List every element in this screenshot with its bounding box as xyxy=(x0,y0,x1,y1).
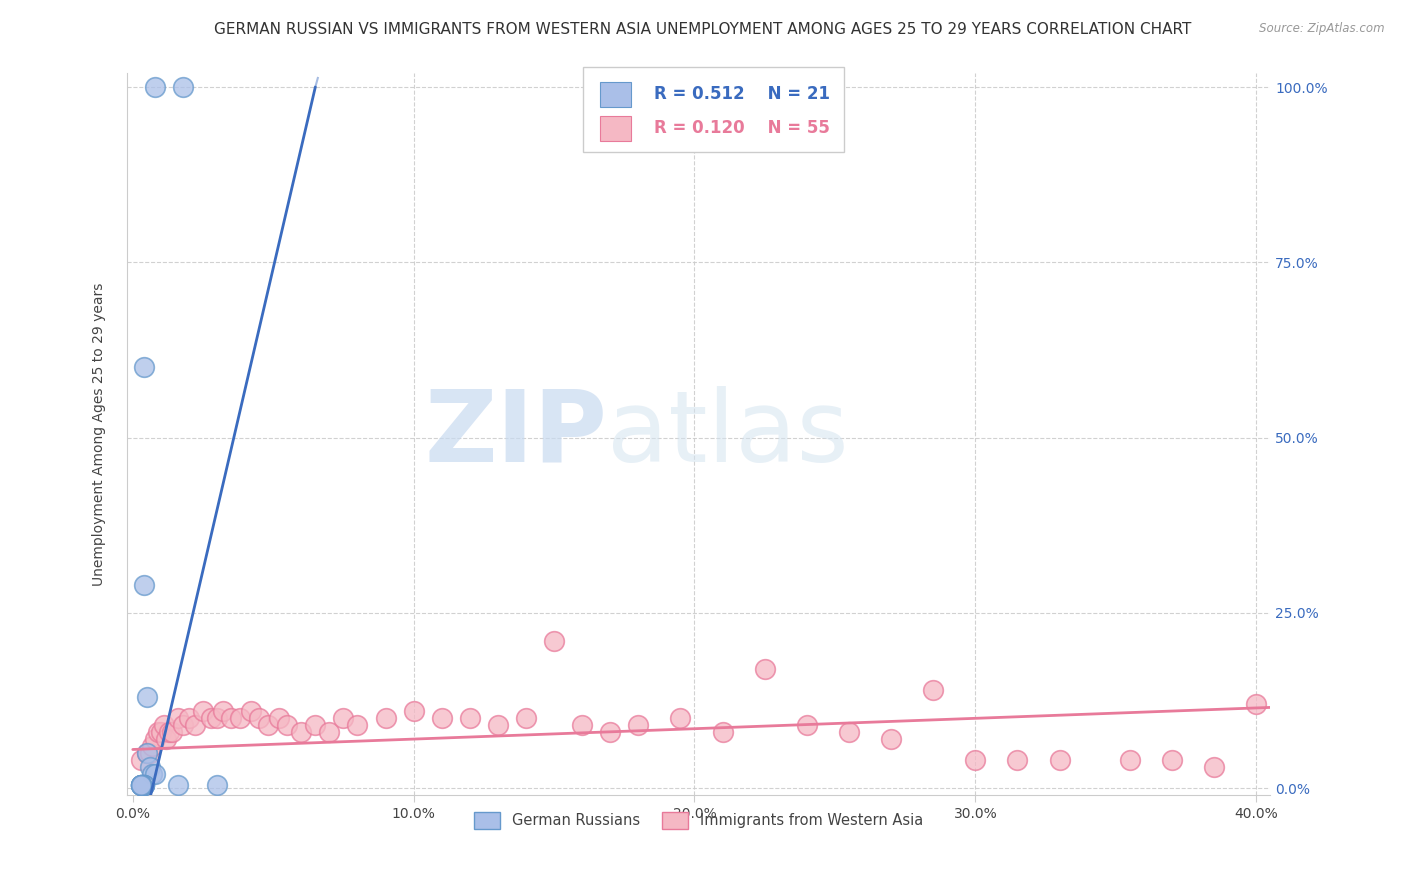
Point xyxy=(290,725,312,739)
Point xyxy=(160,725,183,739)
Point xyxy=(304,718,326,732)
Point xyxy=(211,704,233,718)
Point xyxy=(486,718,509,732)
Point xyxy=(129,778,152,792)
Point xyxy=(1202,760,1225,774)
Point xyxy=(183,718,205,732)
Point xyxy=(754,662,776,676)
Point xyxy=(1007,753,1029,767)
Point xyxy=(132,778,155,792)
Point xyxy=(177,711,200,725)
Point xyxy=(239,704,262,718)
Point xyxy=(132,578,155,592)
Point xyxy=(205,778,228,792)
Point xyxy=(228,711,250,725)
Text: GERMAN RUSSIAN VS IMMIGRANTS FROM WESTERN ASIA UNEMPLOYMENT AMONG AGES 25 TO 29 : GERMAN RUSSIAN VS IMMIGRANTS FROM WESTER… xyxy=(214,22,1192,37)
Point xyxy=(1119,753,1142,767)
Point xyxy=(627,718,650,732)
Text: ZIP: ZIP xyxy=(425,385,607,483)
Point xyxy=(143,767,166,781)
Point xyxy=(143,731,166,746)
Point xyxy=(276,718,298,732)
Point xyxy=(172,718,194,732)
Point xyxy=(880,731,903,746)
Point xyxy=(172,80,194,95)
Point xyxy=(157,725,180,739)
Point xyxy=(129,778,152,792)
Point xyxy=(346,718,368,732)
Point xyxy=(1049,753,1071,767)
Point xyxy=(132,778,155,792)
Point xyxy=(132,778,155,792)
Point xyxy=(155,731,177,746)
Legend: German Russians, Immigrants from Western Asia: German Russians, Immigrants from Western… xyxy=(468,806,929,835)
Point xyxy=(149,725,172,739)
Point xyxy=(402,704,425,718)
Point xyxy=(318,725,340,739)
Point xyxy=(965,753,987,767)
Point xyxy=(146,725,169,739)
Point xyxy=(129,778,152,792)
Point xyxy=(515,711,537,725)
Point xyxy=(838,725,860,739)
Point xyxy=(129,778,152,792)
Point xyxy=(796,718,818,732)
Point xyxy=(458,711,481,725)
Point xyxy=(152,718,174,732)
Point xyxy=(332,711,354,725)
Point xyxy=(129,778,152,792)
Point xyxy=(669,711,692,725)
Point xyxy=(219,711,242,725)
Point xyxy=(129,778,152,792)
Point xyxy=(200,711,222,725)
Point xyxy=(374,711,396,725)
Point xyxy=(138,760,160,774)
Point xyxy=(191,704,214,718)
Point xyxy=(135,746,157,760)
Point xyxy=(135,690,157,704)
Point xyxy=(205,711,228,725)
Point xyxy=(141,767,163,781)
Point xyxy=(1244,697,1267,711)
Text: Source: ZipAtlas.com: Source: ZipAtlas.com xyxy=(1260,22,1385,36)
Text: R = 0.120    N = 55: R = 0.120 N = 55 xyxy=(654,120,830,137)
Point xyxy=(247,711,270,725)
Point xyxy=(129,753,152,767)
Point xyxy=(1161,753,1184,767)
Point xyxy=(711,725,734,739)
Point xyxy=(922,682,945,697)
Point xyxy=(571,718,593,732)
Point xyxy=(132,778,155,792)
Point xyxy=(141,739,163,753)
Text: R = 0.512    N = 21: R = 0.512 N = 21 xyxy=(654,86,830,103)
Point xyxy=(132,360,155,375)
Point xyxy=(599,725,621,739)
Point xyxy=(430,711,453,725)
Point xyxy=(166,711,188,725)
Point xyxy=(138,746,160,760)
Point xyxy=(267,711,290,725)
Point xyxy=(143,80,166,95)
Y-axis label: Unemployment Among Ages 25 to 29 years: Unemployment Among Ages 25 to 29 years xyxy=(93,283,107,586)
Point xyxy=(166,778,188,792)
Point xyxy=(256,718,278,732)
Text: atlas: atlas xyxy=(607,385,849,483)
Point xyxy=(135,746,157,760)
Point xyxy=(543,633,565,648)
